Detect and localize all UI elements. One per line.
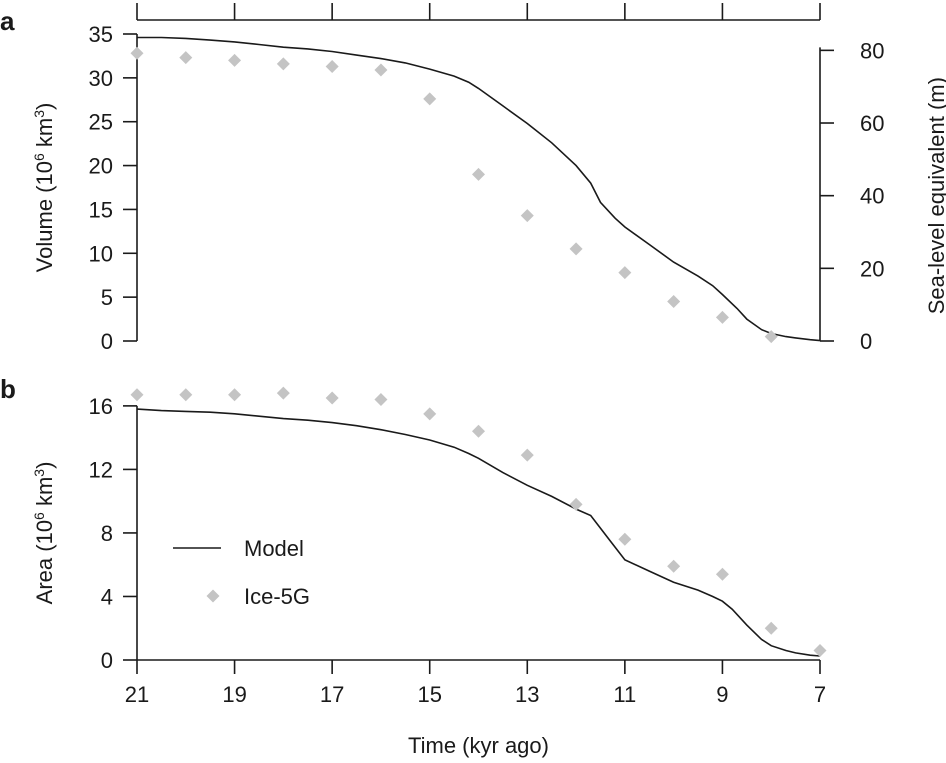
y-axis-title-part: ) — [32, 462, 57, 469]
y-tick-label: 12 — [89, 457, 113, 482]
panel-label-a: a — [0, 6, 15, 36]
ice-5g-point — [569, 242, 583, 256]
ice-5g-point — [472, 167, 485, 181]
y-axis-title-part: Area (10 — [32, 520, 57, 604]
ice-5g-point — [325, 59, 339, 73]
y-tick-label: 30 — [89, 66, 113, 91]
y-tick-label: 4 — [101, 584, 113, 609]
series-model-line — [136, 408, 821, 657]
x-tick-label: 15 — [417, 682, 441, 707]
y2-axis-title: Sea-level equivalent (m) — [924, 77, 946, 314]
y2-tick-label: 40 — [860, 184, 884, 209]
ice-5g-point — [813, 643, 827, 657]
y-tick-label: 25 — [89, 110, 113, 135]
y-tick-label: 16 — [89, 394, 113, 419]
x-tick-label: 13 — [515, 682, 539, 707]
ice-5g-point — [667, 559, 681, 573]
legend-ice-5g-label: Ice-5G — [244, 584, 310, 609]
y-axis-title-part: Volume (10 — [32, 161, 57, 272]
y-axis-title-part: 6 — [31, 153, 47, 161]
x-tick-label: 21 — [125, 682, 149, 707]
ice-5g-point — [520, 448, 534, 462]
ice-5g-point — [276, 57, 290, 71]
ice-5g-point — [325, 391, 339, 405]
y-tick-label: 15 — [89, 197, 113, 222]
y-axis-title-part: km — [32, 477, 57, 512]
panel-label-b: b — [0, 374, 16, 404]
series-model-line — [137, 36, 821, 342]
y-axis-title-part: ) — [32, 103, 57, 110]
y-axis-title: Area (106 km3) — [31, 462, 57, 605]
ice-5g-point — [764, 330, 778, 344]
y-axis-title-part: km — [32, 118, 57, 153]
legend-model-label: Model — [244, 536, 304, 561]
ice-5g-point — [374, 63, 388, 77]
y-axis-title: Volume (106 km3) — [31, 103, 57, 273]
x-tick-label: 17 — [320, 682, 344, 707]
ice-5g-point — [179, 51, 193, 65]
ice-5g-point — [618, 266, 632, 280]
legend-ice-5g-swatch — [206, 589, 220, 603]
y-tick-label: 5 — [101, 285, 113, 310]
y-tick-label: 20 — [89, 154, 113, 179]
ice-5g-point — [715, 567, 729, 581]
ice-5g-point — [228, 388, 242, 402]
y-tick-label: 0 — [101, 329, 113, 354]
ice-5g-point — [374, 393, 388, 407]
y2-tick-label: 20 — [860, 256, 884, 281]
ice-5g-point — [423, 92, 437, 106]
y-axis-title-part: 3 — [31, 469, 47, 477]
y2-tick-label: 60 — [860, 111, 884, 136]
y-tick-label: 10 — [89, 241, 113, 266]
y-axis-title-part: 3 — [31, 110, 47, 118]
panel-b: b 0 4 8 12 16 21 19 17 15 13 11 9 7 Time (kyr ago) Mode… — [0, 374, 827, 758]
y-tick-label: 0 — [101, 648, 113, 673]
y-axis-title-part: 6 — [31, 512, 47, 520]
panel-a: a 0 5 10 15 20 25 30 35 0 20 40 60 80 Sea-level equiva… — [0, 3, 946, 354]
ice-5g-point — [764, 621, 778, 635]
ice-5g-point — [228, 53, 242, 67]
ice-5g-point — [130, 46, 144, 60]
y2-tick-label: 80 — [860, 38, 884, 63]
ice-5g-point — [130, 388, 144, 402]
ice-5g-point — [472, 424, 485, 438]
x-tick-label: 11 — [613, 682, 636, 707]
x-tick-label: 19 — [222, 682, 246, 707]
x-tick-label: 9 — [716, 682, 728, 707]
ice-5g-point — [179, 388, 193, 402]
x-tick-label: 7 — [814, 682, 826, 707]
y2-tick-label: 0 — [860, 329, 872, 354]
ice-5g-point — [423, 407, 437, 421]
y-tick-label: 8 — [101, 521, 113, 546]
ice-5g-point — [618, 532, 632, 546]
ice-5g-point — [276, 386, 290, 400]
ice-5g-point — [569, 497, 583, 511]
ice-5g-point — [667, 295, 681, 309]
y-tick-label: 35 — [89, 22, 113, 47]
ice-5g-point — [520, 209, 534, 223]
ice-5g-point — [715, 310, 729, 324]
x-axis-title: Time (kyr ago) — [408, 733, 549, 758]
